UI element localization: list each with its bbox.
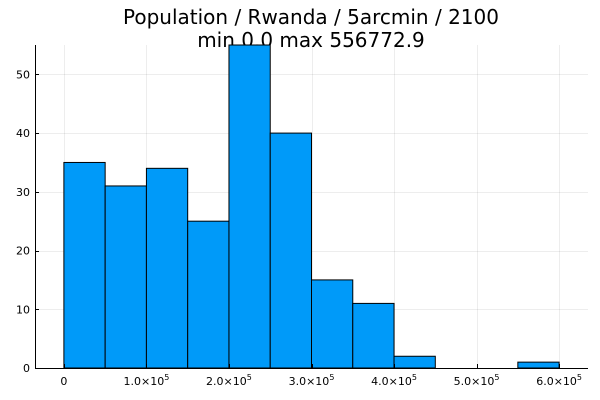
x-tick-label: 1.0×105 xyxy=(124,373,170,388)
x-tick-label: 3.0×105 xyxy=(289,373,335,388)
x-tick-labels: 0 1.0×105 2.0×105 3.0×105 4.0×105 5.0×105 6.0×… xyxy=(60,364,582,388)
x-tick-label: 5.0×105 xyxy=(454,373,500,388)
histogram-bar xyxy=(517,361,560,369)
histogram-bar xyxy=(269,132,313,369)
histogram-bar xyxy=(311,279,354,369)
y-tick-label: 10 xyxy=(16,303,30,316)
x-tick-label: 6.0×105 xyxy=(536,373,582,388)
y-tick-label: 0 xyxy=(23,362,30,375)
y-tick-labels: 0 10 20 30 40 50 xyxy=(16,68,39,375)
histogram-bar xyxy=(187,220,230,369)
histogram-bars xyxy=(63,44,560,369)
axes xyxy=(35,45,588,369)
chart-title-line-1: Population / Rwanda / 5arcmin / 2100 xyxy=(123,5,499,29)
histogram-bar xyxy=(393,355,436,369)
histogram-bar xyxy=(63,161,106,369)
histogram-bar xyxy=(352,302,395,369)
y-tick-label: 30 xyxy=(16,186,30,199)
x-tick-label: 4.0×105 xyxy=(371,373,417,388)
y-tick-label: 40 xyxy=(16,127,30,140)
x-tick-label: 0 xyxy=(60,375,67,388)
histogram-bar xyxy=(228,44,271,369)
y-tick-label: 20 xyxy=(16,245,30,258)
histogram-bar xyxy=(104,185,147,369)
y-tick-label: 50 xyxy=(16,68,30,81)
histogram-bar xyxy=(145,167,189,369)
x-tick-label: 2.0×105 xyxy=(206,373,252,388)
